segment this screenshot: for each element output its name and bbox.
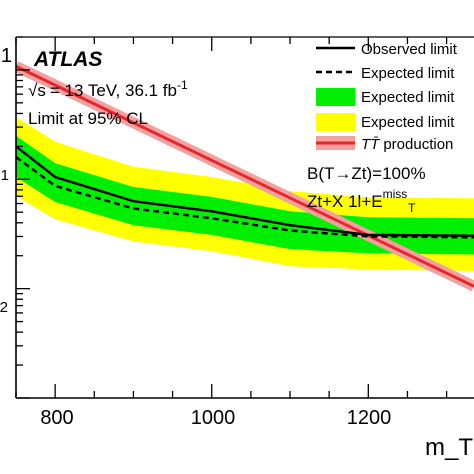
energy-label: √s = 13 TeV, 36.1 fb-1 [28, 78, 188, 100]
theory-line [16, 64, 474, 288]
green-band-1sigma [16, 135, 474, 255]
legend-entry-theory: TT̄ production [316, 136, 453, 153]
legend: Observed limit Expected limit Expected l… [316, 41, 458, 153]
cl-label: Limit at 95% CL [28, 109, 148, 128]
axis-ticks [15, 36, 448, 399]
svg-text:Expected limit: Expected limit [361, 65, 455, 82]
legend-entry-observed: Observed limit [316, 41, 458, 58]
x-axis-label: m_T [ [425, 434, 474, 461]
y-tick-label-top: 1 [1, 45, 12, 67]
x-tick-label-1000: 1000 [191, 407, 236, 429]
svg-text:√s= 13 TeV, 36.1 fb-1: √s = 13 TeV, 36.1 fb-1 [28, 78, 188, 100]
x-tick-label-800: 800 [40, 407, 73, 429]
legend-entry-green-band: Expected limit [316, 88, 455, 106]
y-tick-label-middle: 1 [1, 167, 9, 184]
svg-text:Expected limit: Expected limit [361, 114, 455, 131]
legend-entry-yellow-band: Expected limit [316, 113, 455, 131]
x-tick-label-1200: 1200 [347, 407, 392, 429]
svg-text:T: T [408, 201, 416, 215]
svg-text:Expected limit: Expected limit [361, 89, 455, 106]
channel-label: Zt+X 1l+Emiss T [307, 187, 416, 215]
svg-text:Observed limit: Observed limit [361, 41, 458, 58]
svg-text:TT̄production: TT̄ production [361, 136, 453, 153]
atlas-label: ATLAS [33, 48, 102, 71]
limit-lines [16, 145, 474, 239]
branching-ratio-label: B(T→Zt)=100% [307, 164, 426, 183]
y-tick-label-bottom: 2 [0, 299, 8, 316]
svg-text:Zt+X 1l+Emiss: Zt+X 1l+Emiss [307, 187, 407, 211]
observed-limit-line [16, 145, 474, 237]
legend-entry-expected-dashed: Expected limit [316, 65, 455, 82]
theory-curve [16, 61, 474, 292]
